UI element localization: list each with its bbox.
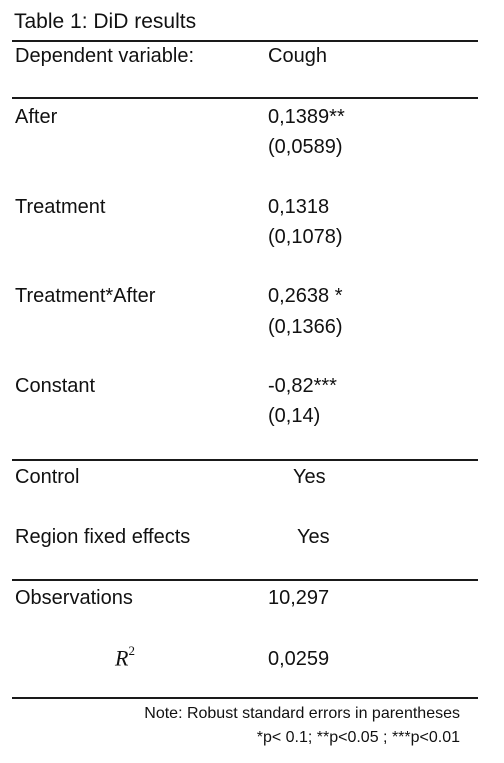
controls-rule bbox=[12, 579, 478, 581]
r2-superscript: 2 bbox=[128, 643, 135, 658]
row-after-se: (0,0589) bbox=[268, 136, 343, 158]
row-region-fe-value: Yes bbox=[297, 526, 330, 548]
dependent-variable-value: Cough bbox=[268, 45, 327, 67]
row-control-value: Yes bbox=[293, 466, 326, 488]
row-r2-value: 0,0259 bbox=[268, 648, 330, 670]
top-rule bbox=[12, 40, 478, 42]
dependent-variable-label: Dependent variable: bbox=[15, 45, 195, 67]
row-control-label: Control bbox=[15, 466, 80, 488]
row-region-fe-label: Region fixed effects bbox=[15, 526, 191, 548]
table-caption: Table 1: DiD results bbox=[14, 10, 197, 33]
row-after-estimate: 0,1389** bbox=[268, 106, 345, 128]
row-r2-label: R2 bbox=[115, 643, 135, 671]
note-standard-errors: Note: Robust standard errors in parenthe… bbox=[144, 705, 460, 722]
row-interaction-estimate: 0,2638 * bbox=[268, 285, 343, 307]
row-after-label: After bbox=[15, 106, 58, 128]
coefficients-rule bbox=[12, 459, 478, 461]
row-interaction-label: Treatment*After bbox=[15, 285, 156, 307]
row-observations-value: 10,297 bbox=[268, 587, 330, 609]
row-observations-label: Observations bbox=[15, 587, 133, 609]
row-constant-label: Constant bbox=[15, 375, 96, 397]
row-constant-estimate: -0,82*** bbox=[268, 375, 337, 397]
row-interaction-se: (0,1366) bbox=[268, 316, 343, 338]
row-treatment-label: Treatment bbox=[15, 196, 106, 218]
row-treatment-se: (0,1078) bbox=[268, 226, 343, 248]
r2-symbol: R bbox=[115, 645, 129, 671]
row-constant-se: (0,14) bbox=[268, 405, 321, 427]
bottom-rule bbox=[12, 697, 478, 699]
note-significance: *p< 0.1; **p<0.05 ; ***p<0.01 bbox=[256, 729, 460, 746]
row-treatment-estimate: 0,1318 bbox=[268, 196, 330, 218]
header-rule bbox=[12, 97, 478, 99]
